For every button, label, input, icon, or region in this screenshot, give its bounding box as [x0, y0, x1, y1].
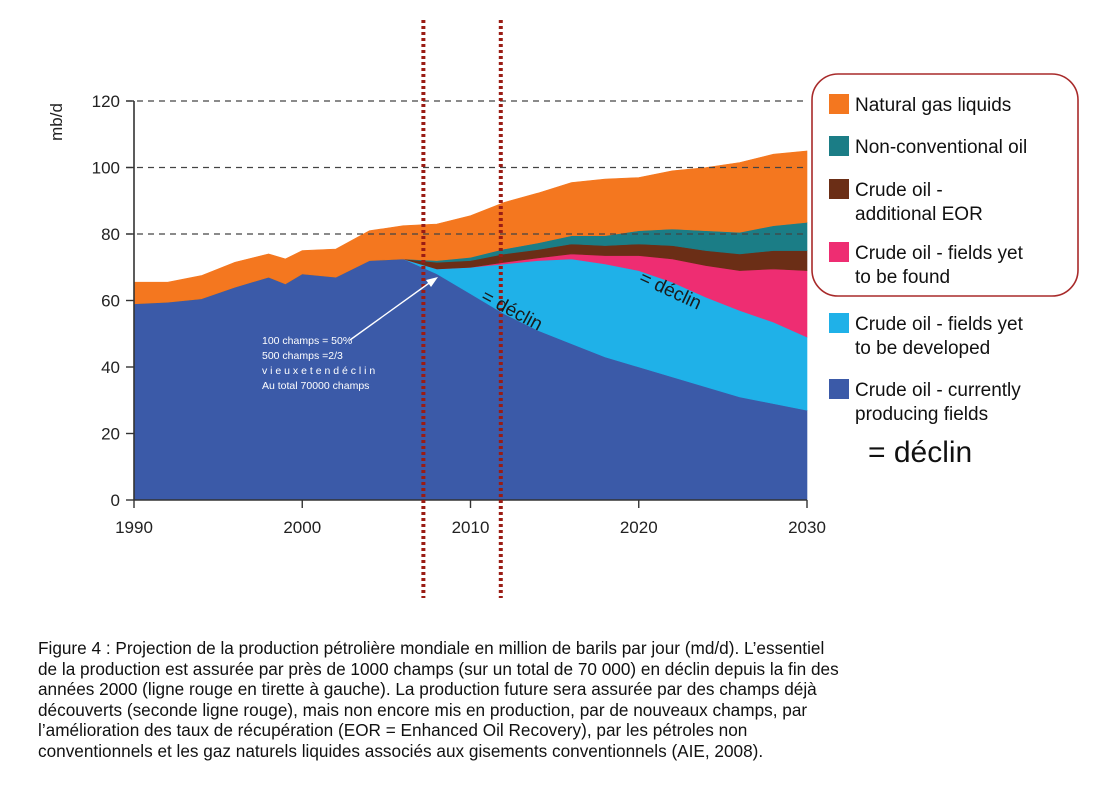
- caption-line: conventionnels et les gaz naturels liqui…: [38, 740, 764, 761]
- caption-line: années 2000 (ligne rouge en tirette à ga…: [38, 679, 817, 699]
- legend-swatch-ngl: [829, 94, 849, 114]
- y-tick-label-100: 100: [92, 159, 120, 178]
- caption-line: découverts (seconde ligne rouge), mais n…: [38, 699, 808, 720]
- y-tick-label-20: 20: [101, 425, 120, 444]
- annotation-line-1: 100 champs = 50%: [262, 335, 352, 347]
- annotation-arrow: [349, 280, 433, 341]
- legend-label-found-1: Crude oil - fields yet: [855, 243, 1024, 264]
- legend-swatch-producing: [829, 379, 849, 399]
- x-tick-label-2000: 2000: [283, 518, 321, 537]
- legend-swatch-found: [829, 242, 849, 262]
- caption-line: Figure 4 : Projection de la production p…: [38, 638, 825, 658]
- legend-label-producing-1: Crude oil - currently: [855, 380, 1021, 401]
- legend-label-eor-2: additional EOR: [855, 204, 983, 225]
- x-tick-label-1990: 1990: [115, 518, 153, 537]
- legend-label-producing-2: producing fields: [855, 404, 988, 425]
- y-tick-label-60: 60: [101, 292, 120, 311]
- x-tick-label-2030: 2030: [788, 518, 826, 537]
- legend-label-nonconv: Non-conventional oil: [855, 137, 1027, 158]
- legend-label-developed-1: Crude oil - fields yet: [855, 314, 1024, 335]
- legend-swatch-nonconv: [829, 136, 849, 156]
- y-tick-label-40: 40: [101, 358, 120, 377]
- legend-swatch-developed: [829, 313, 849, 333]
- figure-caption: Figure 4 : Projection de la production p…: [38, 638, 1058, 761]
- area-series-6: [133, 150, 808, 305]
- vertical-marker-lines: [421, 20, 503, 598]
- legend-frame: [811, 73, 1079, 297]
- legend-label-ngl: Natural gas liquids: [855, 95, 1011, 116]
- axes: 0 20 40 60 80 100 120 1990 2000 2010 2020 2030: [92, 92, 826, 537]
- x-tick-label-2010: 2010: [452, 518, 490, 537]
- x-tick-label-2020: 2020: [620, 518, 658, 537]
- oil-production-chart: 0 20 40 60 80 100 120 1990 2000 2010 2020 2030 mb/d…: [47, 20, 1079, 598]
- annotation-box: 100 champs = 50% 500 champs =2/3 v i e u…: [262, 277, 438, 392]
- legend-label-found-2: to be found: [855, 267, 950, 288]
- y-tick-label-80: 80: [101, 225, 120, 244]
- annotation-line-4: Au total 70000 champs: [262, 380, 369, 392]
- annotation-line-2: 500 champs =2/3: [262, 350, 343, 362]
- annotation-arrowhead: [426, 277, 438, 287]
- grid-lines: [126, 100, 807, 235]
- annotation-line-3: v i e u x e t e n d é c l i n: [262, 365, 375, 377]
- y-axis-label: mb/d: [47, 103, 66, 141]
- y-tick-label-120: 120: [92, 92, 120, 111]
- legend: Natural gas liquids Non-conventional oil…: [811, 73, 1079, 425]
- caption-line: de la production est assurée par près de…: [38, 658, 839, 679]
- declin-label-right: = déclin: [868, 436, 972, 469]
- legend-label-developed-2: to be developed: [855, 338, 990, 359]
- caption-line: l’amélioration des taux de récupération …: [38, 720, 748, 740]
- stacked-areas: [133, 150, 808, 501]
- legend-label-eor-1: Crude oil -: [855, 180, 943, 201]
- y-tick-label-0: 0: [111, 491, 120, 510]
- legend-swatch-eor: [829, 179, 849, 199]
